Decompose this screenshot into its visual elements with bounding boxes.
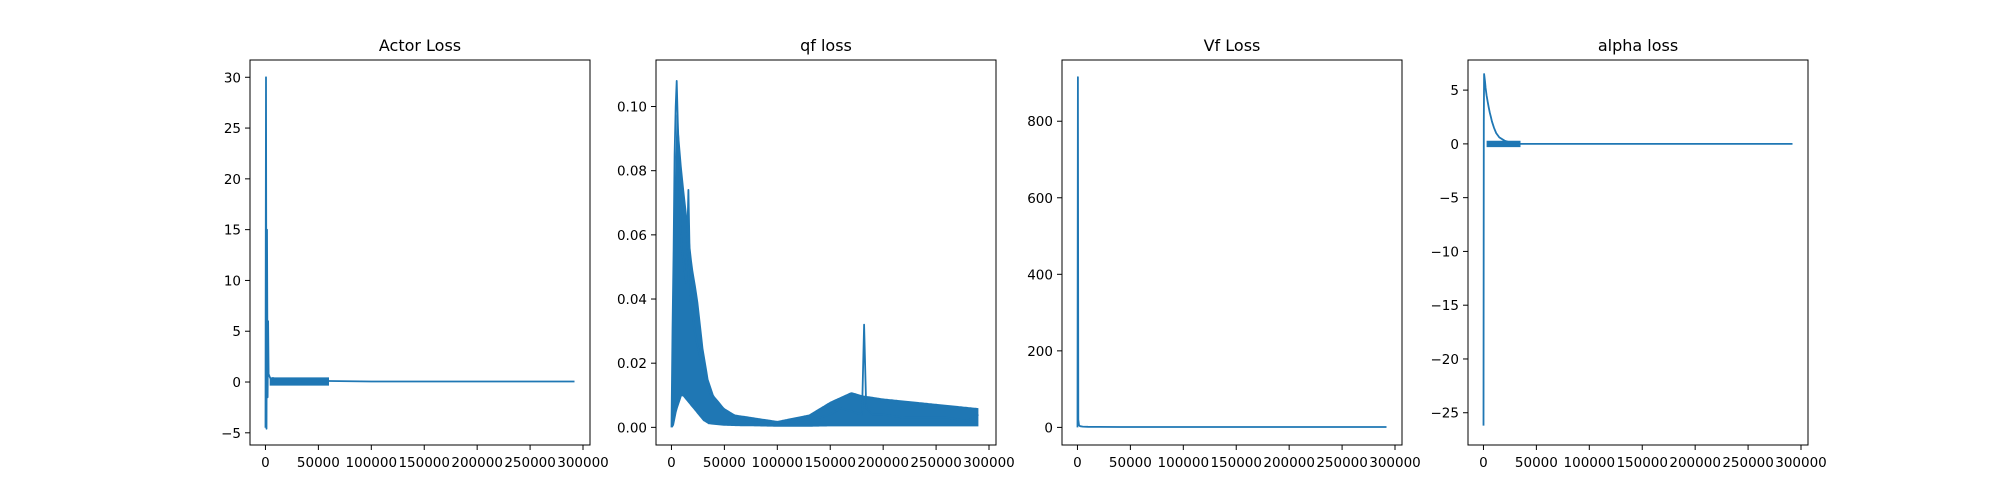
y-tick-label: 25 [224,121,241,137]
x-tick-label: 0 [261,455,270,471]
plot-area [1482,73,1793,426]
y-tick-label: 200 [1027,344,1053,360]
y-tick-label: 0.02 [617,356,647,372]
x-tick-label: 200000 [857,455,909,471]
y-tick-label: −25 [1431,406,1460,422]
x-tick-label: 0 [1073,455,1082,471]
x-tick-label: 200000 [1669,455,1721,471]
x-tick-label: 100000 [346,455,398,471]
series-line [670,80,979,428]
chart-title: qf loss [800,36,852,55]
x-tick-label: 300000 [963,455,1015,471]
chart-title: alpha loss [1598,36,1678,55]
y-tick-label: −5 [221,426,241,442]
chart-title: Vf Loss [1204,36,1261,55]
x-tick-label: 250000 [1722,455,1774,471]
plot-area [264,76,575,430]
x-tick-label: 100000 [1564,455,1616,471]
x-tick-label: 0 [1479,455,1488,471]
series-line [1076,76,1387,428]
plot-area [1076,76,1387,428]
x-tick-label: 0 [667,455,676,471]
y-tick-label: 15 [224,223,241,239]
axes-frame [249,59,591,446]
x-tick-label: 50000 [1109,455,1152,471]
x-tick-label: 100000 [752,455,804,471]
y-tick-label: −10 [1431,244,1460,260]
series-line [264,76,575,430]
y-tick-label: 0 [1044,420,1053,436]
y-tick-label: −15 [1431,298,1460,314]
y-tick-label: 5 [232,324,241,340]
series-band [671,113,979,428]
subplot-2: 0 50000 100000 150000 200000 250000 300000 0.00… [617,36,1015,471]
x-tick-label: 300000 [1369,455,1421,471]
subplot-4: 0 50000 100000 150000 200000 250000 300000 −25 −… [1431,36,1827,471]
chart-title: Actor Loss [379,36,461,55]
y-tick-label: 0.00 [617,420,647,436]
y-tick-label: 0 [1450,137,1459,153]
x-tick-label: 150000 [398,455,450,471]
y-tick-label: 600 [1027,191,1053,207]
x-tick-label: 50000 [1515,455,1558,471]
x-tick-label: 50000 [297,455,340,471]
x-tick-label: 200000 [451,455,503,471]
y-tick-label: 0.06 [617,228,647,244]
axes-frame [1467,59,1809,446]
x-tick-label: 250000 [504,455,556,471]
axes-frame [655,59,997,446]
plot-area [670,80,979,428]
x-tick-label: 250000 [1316,455,1368,471]
x-tick-label: 200000 [1263,455,1315,471]
y-tick-label: 800 [1027,114,1053,130]
subplot-3: 0 50000 100000 150000 200000 250000 300000 0 200… [1027,36,1421,471]
y-tick-label: 30 [224,70,241,86]
y-tick-label: 20 [224,172,241,188]
axes-frame [1061,59,1403,446]
y-tick-label: 5 [1450,83,1459,99]
y-tick-label: −5 [1439,191,1459,207]
subplot-1: 0 50000 100000 150000 200000 250000 300000 −5 0 5… [221,36,609,471]
y-tick-label: 0 [232,375,241,391]
y-tick-label: −20 [1431,352,1460,368]
series-line [1482,73,1793,426]
x-tick-label: 250000 [910,455,962,471]
x-tick-label: 150000 [1616,455,1668,471]
y-tick-label: 0.08 [617,164,647,180]
x-tick-label: 100000 [1158,455,1210,471]
y-tick-label: 10 [224,273,241,289]
y-tick-label: 0.04 [617,292,647,308]
x-tick-label: 150000 [804,455,856,471]
y-tick-label: 400 [1027,267,1053,283]
x-tick-label: 50000 [703,455,746,471]
x-tick-label: 150000 [1210,455,1262,471]
x-tick-label: 300000 [557,455,609,471]
y-tick-label: 0.10 [617,100,647,116]
x-tick-label: 300000 [1775,455,1827,471]
